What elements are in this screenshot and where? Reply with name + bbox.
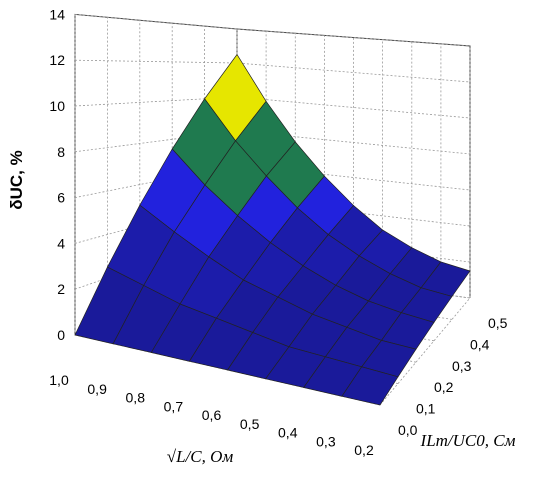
x-tick-label: 0,3 — [316, 433, 336, 449]
y-tick-label: 0,5 — [488, 315, 508, 331]
z-tick-label: 2 — [57, 281, 65, 297]
y-tick-label: 0,4 — [470, 336, 490, 352]
grid-line — [151, 33, 296, 353]
x-tick-label: 1,0 — [49, 372, 69, 388]
z-tick-label: 8 — [57, 144, 65, 160]
y-tick-label: 0,3 — [452, 358, 472, 374]
z-tick-label: 4 — [57, 235, 65, 251]
z-tick-label: 12 — [49, 52, 65, 68]
z-tick-label: 0 — [57, 327, 65, 343]
x-tick-label: 0,2 — [354, 442, 374, 458]
grid-line — [74, 59, 471, 83]
x-tick-label: 0,4 — [278, 425, 298, 441]
x-tick-label: 0,9 — [87, 381, 107, 397]
x-tick-label: 0,7 — [164, 398, 184, 414]
y-tick-label: 0,1 — [416, 401, 436, 417]
z-tick-label: 10 — [49, 98, 65, 114]
z-axis-label: δUC, % — [7, 150, 26, 209]
grid-line — [74, 198, 471, 244]
grid-line — [341, 43, 442, 397]
z-tick-label: 6 — [57, 190, 65, 206]
x-axis-label: √L/C, Ом — [167, 447, 234, 466]
surface-cell — [341, 366, 399, 406]
x-tick-label: 0,8 — [126, 390, 146, 406]
y-axis-label: ILm/UC0, См — [420, 431, 516, 450]
y-tick-label: 0,2 — [434, 379, 454, 395]
x-tick-label: 0,6 — [202, 407, 222, 423]
y-tick-label: 0,0 — [398, 422, 418, 438]
x-tick-label: 0,5 — [240, 416, 260, 432]
z-tick-label: 14 — [49, 6, 65, 22]
